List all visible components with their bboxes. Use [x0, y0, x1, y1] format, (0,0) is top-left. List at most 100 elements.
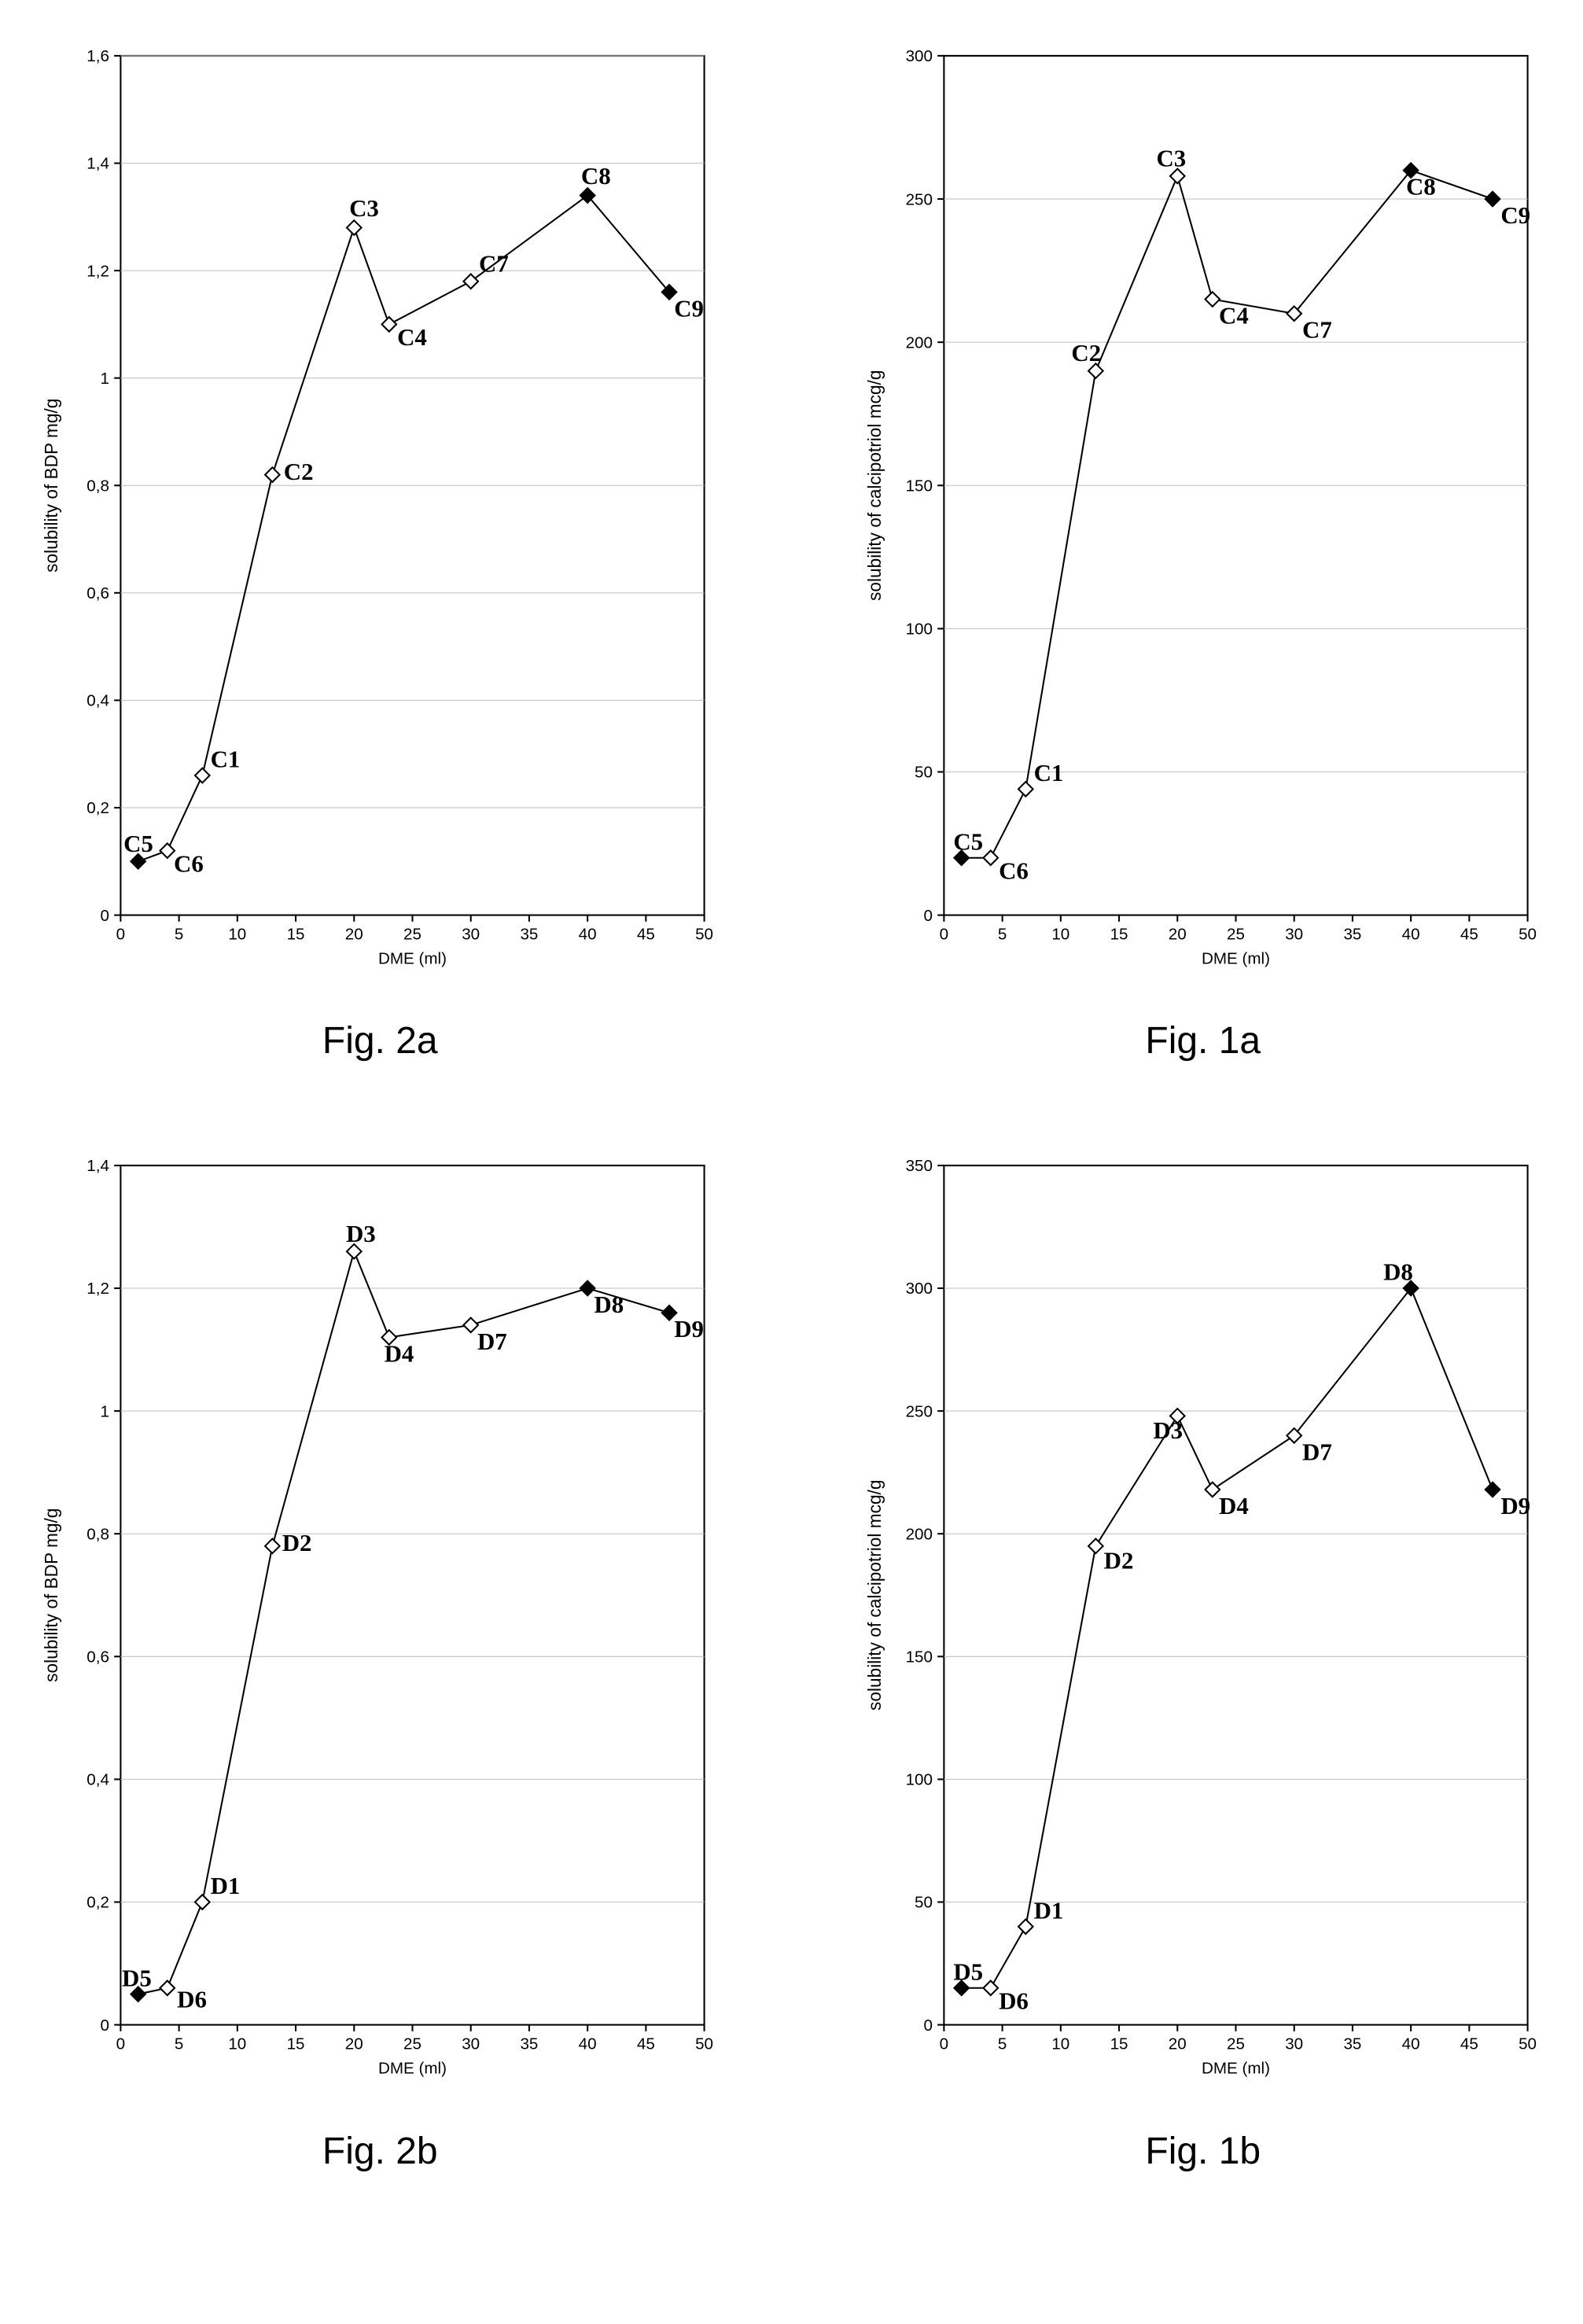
svg-text:50: 50: [1519, 926, 1537, 944]
svg-text:C7: C7: [1302, 316, 1332, 344]
svg-text:DME (ml): DME (ml): [378, 2060, 447, 2078]
svg-text:150: 150: [905, 477, 932, 495]
svg-text:C6: C6: [174, 849, 204, 877]
svg-text:0: 0: [116, 926, 125, 944]
svg-text:C6: C6: [999, 857, 1029, 885]
svg-text:0,4: 0,4: [87, 1771, 109, 1789]
svg-text:D5: D5: [953, 1958, 983, 1986]
svg-text:C1: C1: [211, 746, 241, 773]
caption-fig2a: Fig. 2a: [322, 1019, 438, 1063]
svg-text:D2: D2: [282, 1529, 312, 1556]
svg-text:15: 15: [287, 926, 305, 944]
svg-text:50: 50: [915, 1894, 933, 1912]
svg-text:C9: C9: [674, 294, 704, 322]
svg-text:C8: C8: [1405, 173, 1435, 201]
svg-text:C4: C4: [1219, 301, 1249, 329]
svg-text:350: 350: [905, 1157, 932, 1175]
svg-text:5: 5: [175, 926, 183, 944]
svg-text:1: 1: [100, 1403, 109, 1421]
svg-text:20: 20: [345, 2035, 363, 2053]
svg-text:solubility of calcipotriol mcg: solubility of calcipotriol mcg/g: [863, 1480, 884, 1711]
svg-text:D4: D4: [385, 1340, 414, 1368]
svg-text:10: 10: [228, 926, 246, 944]
svg-text:C5: C5: [953, 827, 983, 855]
caption-fig1a: Fig. 1a: [1145, 1019, 1261, 1063]
svg-text:15: 15: [287, 2035, 305, 2053]
svg-text:50: 50: [695, 926, 713, 944]
svg-text:solubility of BDP mg/g: solubility of BDP mg/g: [41, 1508, 61, 1682]
svg-text:0: 0: [100, 907, 109, 925]
svg-text:5: 5: [175, 2035, 183, 2053]
svg-text:C1: C1: [1033, 759, 1063, 786]
chart-fig1b: 0501001502002503003500510152025303540455…: [855, 1141, 1552, 2097]
svg-text:D6: D6: [177, 1986, 207, 2013]
svg-text:D9: D9: [1500, 1492, 1530, 1519]
svg-text:20: 20: [1168, 926, 1186, 944]
svg-text:20: 20: [345, 926, 363, 944]
svg-text:0,2: 0,2: [87, 799, 109, 817]
svg-text:0: 0: [100, 2016, 109, 2035]
panel-fig1a: 05010015020025030005101520253035404550DM…: [855, 31, 1552, 1063]
svg-text:D1: D1: [211, 1873, 241, 1900]
svg-text:C2: C2: [284, 458, 314, 485]
svg-text:0,8: 0,8: [87, 477, 109, 495]
svg-text:D5: D5: [122, 1965, 152, 1992]
svg-text:30: 30: [462, 926, 480, 944]
svg-text:D9: D9: [674, 1316, 704, 1343]
svg-text:1,4: 1,4: [87, 1157, 109, 1175]
svg-text:0,4: 0,4: [87, 692, 109, 710]
svg-text:40: 40: [1401, 926, 1419, 944]
svg-text:50: 50: [695, 2035, 713, 2053]
svg-text:1,2: 1,2: [87, 1280, 109, 1298]
svg-text:1,6: 1,6: [87, 47, 109, 65]
svg-text:0: 0: [116, 2035, 125, 2053]
svg-text:solubility of calcipotriol mcg: solubility of calcipotriol mcg/g: [863, 370, 884, 601]
figure-grid: 00,20,40,60,811,21,41,605101520253035404…: [31, 31, 1552, 2173]
chart-fig1a: 05010015020025030005101520253035404550DM…: [855, 31, 1552, 988]
svg-text:0,2: 0,2: [87, 1894, 109, 1912]
svg-text:C9: C9: [1500, 201, 1530, 229]
svg-text:solubility of BDP mg/g: solubility of BDP mg/g: [41, 399, 61, 573]
svg-text:15: 15: [1110, 926, 1128, 944]
svg-text:45: 45: [637, 926, 655, 944]
svg-text:0: 0: [923, 2016, 932, 2035]
svg-text:D7: D7: [1302, 1438, 1332, 1466]
svg-text:200: 200: [905, 333, 932, 352]
svg-text:D3: D3: [346, 1220, 376, 1247]
svg-text:100: 100: [905, 621, 932, 639]
svg-text:10: 10: [228, 2035, 246, 2053]
caption-fig1b: Fig. 1b: [1145, 2130, 1261, 2173]
svg-text:250: 250: [905, 1403, 932, 1421]
chart-fig2b: 00,20,40,60,811,21,405101520253035404550…: [31, 1141, 729, 2097]
svg-text:C8: C8: [581, 162, 611, 190]
svg-text:35: 35: [1343, 926, 1361, 944]
svg-text:DME (ml): DME (ml): [1201, 949, 1269, 967]
svg-text:C2: C2: [1071, 339, 1101, 366]
svg-text:35: 35: [520, 2035, 538, 2053]
svg-text:5: 5: [997, 926, 1006, 944]
svg-text:30: 30: [1285, 2035, 1303, 2053]
svg-text:25: 25: [403, 926, 422, 944]
svg-text:0,6: 0,6: [87, 584, 109, 602]
svg-text:100: 100: [905, 1771, 932, 1789]
svg-text:30: 30: [462, 2035, 480, 2053]
svg-text:50: 50: [915, 764, 933, 782]
svg-text:20: 20: [1168, 2035, 1186, 2053]
svg-text:1: 1: [100, 370, 109, 388]
svg-text:25: 25: [1227, 2035, 1245, 2053]
svg-text:35: 35: [1343, 2035, 1361, 2053]
svg-text:10: 10: [1051, 2035, 1069, 2053]
svg-text:DME (ml): DME (ml): [1201, 2060, 1269, 2078]
svg-text:C7: C7: [479, 249, 509, 277]
svg-text:25: 25: [1227, 926, 1245, 944]
svg-text:C4: C4: [397, 323, 427, 351]
panel-fig2a: 00,20,40,60,811,21,41,605101520253035404…: [31, 31, 729, 1063]
svg-text:35: 35: [520, 926, 538, 944]
svg-text:15: 15: [1110, 2035, 1128, 2053]
svg-text:5: 5: [997, 2035, 1006, 2053]
svg-text:50: 50: [1519, 2035, 1537, 2053]
svg-text:40: 40: [1401, 2035, 1419, 2053]
svg-text:10: 10: [1051, 926, 1069, 944]
svg-text:D6: D6: [999, 1987, 1029, 2015]
svg-text:D7: D7: [477, 1328, 507, 1355]
